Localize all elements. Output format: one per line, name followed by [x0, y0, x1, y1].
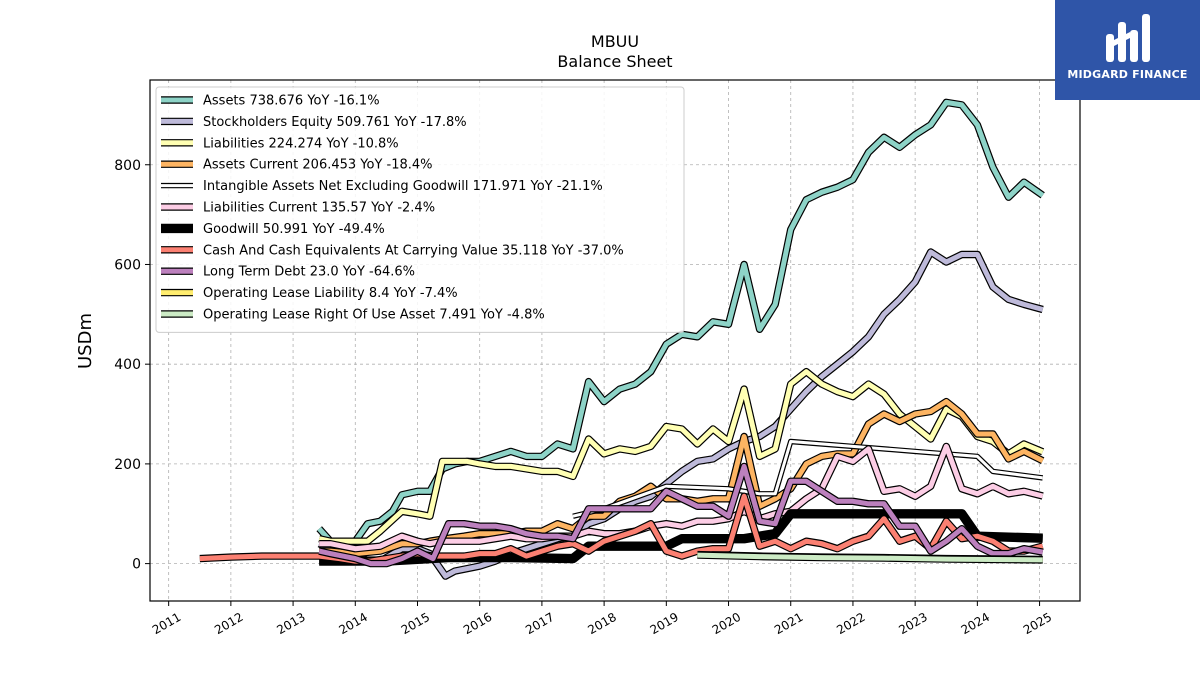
- legend-label: Operating Lease Liability 8.4 YoY -7.4%: [203, 286, 458, 301]
- chart-title: MBUU: [591, 32, 639, 51]
- legend-entry: Cash And Cash Equivalents At Carrying Va…: [161, 243, 624, 258]
- chart-subtitle: Balance Sheet: [557, 52, 672, 71]
- legend-label: Liabilities 224.274 YoY -10.8%: [203, 136, 399, 151]
- x-tick-label: 2015: [399, 610, 432, 637]
- legend-entry: Liabilities 224.274 YoY -10.8%: [161, 136, 399, 151]
- x-tick-label: 2019: [648, 610, 681, 637]
- legend-entry: Assets 738.676 YoY -16.1%: [161, 94, 380, 109]
- x-tick-label: 2017: [523, 610, 556, 637]
- brand-logo-icon: [1106, 14, 1150, 62]
- x-tick-label: 2011: [150, 610, 183, 637]
- legend-label: Liabilities Current 135.57 YoY -2.4%: [203, 201, 435, 216]
- series-lines: [199, 98, 1045, 580]
- legend-entry: Operating Lease Right Of Use Asset 7.491…: [161, 308, 545, 323]
- legend-entry: Intangible Assets Net Excluding Goodwill…: [161, 179, 603, 194]
- legend: Assets 738.676 YoY -16.1% Stockholders Eq…: [155, 86, 685, 333]
- series-long-term-debt: [318, 462, 1044, 568]
- y-tick-label: 600: [114, 257, 141, 273]
- legend-label: Assets 738.676 YoY -16.1%: [203, 94, 380, 109]
- legend-label: Intangible Assets Net Excluding Goodwill…: [203, 179, 603, 194]
- legend-box: [155, 86, 685, 333]
- legend-entry: Stockholders Equity 509.761 YoY -17.8%: [161, 115, 467, 130]
- plot-frame: [149, 79, 1081, 602]
- legend-label: Long Term Debt 23.0 YoY -64.6%: [203, 265, 415, 280]
- legend-label: Stockholders Equity 509.761 YoY -17.8%: [203, 115, 467, 130]
- series-line: [697, 552, 1043, 563]
- series-line: [199, 493, 1044, 564]
- x-tick-label: 2020: [710, 610, 743, 637]
- series-line: [317, 99, 1045, 544]
- y-tick-label: 0: [132, 557, 141, 573]
- series-assets: [316, 98, 1045, 545]
- x-tick-label: 2014: [337, 610, 370, 637]
- y-tick-label: 200: [114, 457, 141, 473]
- legend-entry: Assets Current 206.453 YoY -18.4%: [161, 158, 433, 173]
- x-tick-label: 2025: [1021, 610, 1054, 637]
- x-tick-label: 2018: [585, 610, 618, 637]
- series-line: [318, 249, 1044, 579]
- series-liabilities-current: [319, 442, 1044, 553]
- x-tick-label: 2012: [212, 610, 245, 637]
- legend-label: Operating Lease Right Of Use Asset 7.491…: [203, 308, 545, 323]
- legend-label: Goodwill 50.991 YoY -49.4%: [203, 222, 385, 237]
- y-axis-label: USDm: [75, 313, 96, 369]
- legend-entry: Long Term Debt 23.0 YoY -64.6%: [161, 265, 415, 280]
- x-tick-label: 2023: [896, 610, 929, 637]
- x-tick-label: 2024: [959, 610, 992, 637]
- series-line: [319, 443, 1044, 552]
- legend-entry: Goodwill 50.991 YoY -49.4%: [161, 222, 385, 237]
- series-cash-and-cash-equivalents-at-carrying-value: [199, 492, 1044, 565]
- series-liabilities: [318, 368, 1045, 545]
- series-operating-lease-right-of-use-asset: [697, 551, 1043, 564]
- series-stockholders-equity: [317, 248, 1044, 580]
- y-tick-label: 800: [114, 158, 141, 174]
- brand-name: MIDGARD FINANCE: [1067, 68, 1188, 81]
- x-tick-label: 2016: [461, 610, 494, 637]
- legend-label: Cash And Cash Equivalents At Carrying Va…: [203, 243, 624, 258]
- series-intangible-assets-net-excluding-goodwill: [572, 438, 1044, 519]
- brand-logo: MIDGARD FINANCE: [1055, 0, 1200, 100]
- series-line: [318, 369, 1044, 544]
- x-tick-label: 2022: [834, 610, 867, 637]
- x-tick-label: 2013: [274, 610, 307, 637]
- legend-entry: Operating Lease Liability 8.4 YoY -7.4%: [161, 286, 458, 301]
- legend-entry: Liabilities Current 135.57 YoY -2.4%: [161, 201, 435, 216]
- series-line: [572, 440, 1043, 518]
- x-tick-label: 2021: [772, 610, 805, 637]
- series-line: [318, 463, 1044, 567]
- y-tick-label: 400: [114, 357, 141, 373]
- legend-label: Assets Current 206.453 YoY -18.4%: [203, 158, 433, 173]
